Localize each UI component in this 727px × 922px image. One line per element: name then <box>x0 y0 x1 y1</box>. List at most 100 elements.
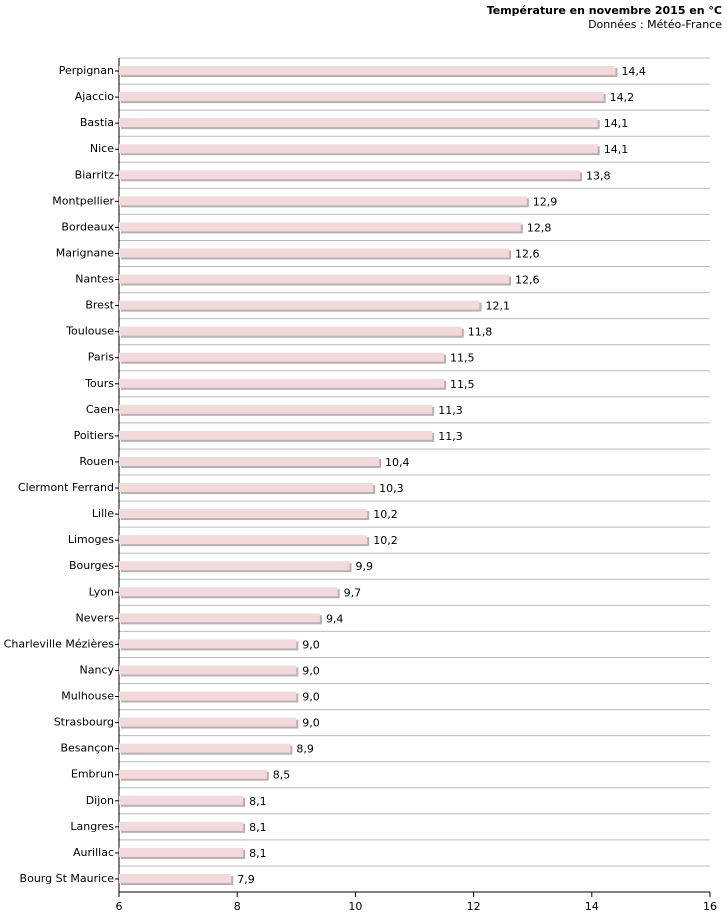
bar <box>119 691 297 701</box>
value-label: 9,0 <box>302 691 320 704</box>
bar <box>119 274 510 284</box>
y-tick-label: Poitiers <box>74 429 115 442</box>
value-label: 7,9 <box>237 873 255 886</box>
value-label: 12,6 <box>515 274 540 287</box>
y-tick-label: Biarritz <box>75 168 115 181</box>
y-tick-label: Nancy <box>80 663 115 676</box>
y-tick-label: Bordeaux <box>61 220 114 233</box>
y-tick-label: Dijon <box>86 794 114 807</box>
bar <box>119 118 598 128</box>
y-tick-label: Toulouse <box>65 325 114 338</box>
value-label: 14,1 <box>604 117 629 130</box>
value-label: 9,4 <box>326 612 344 625</box>
y-tick-label: Rouen <box>79 455 114 468</box>
chart-title: Température en novembre 2015 en °C <box>487 4 722 17</box>
bar <box>119 404 433 414</box>
y-tick-label: Nevers <box>75 611 114 624</box>
value-label: 12,8 <box>527 221 552 234</box>
bar <box>119 561 350 571</box>
value-label: 9,7 <box>344 586 362 599</box>
value-label: 11,5 <box>450 352 475 365</box>
value-label: 11,5 <box>450 378 475 391</box>
bar <box>119 378 445 388</box>
value-label: 14,1 <box>604 143 629 156</box>
value-label: 8,1 <box>249 847 266 860</box>
y-tick-label: Caen <box>86 403 114 416</box>
y-tick-label: Charleville Mézières <box>4 637 115 650</box>
bar <box>119 873 232 883</box>
value-label: 9,0 <box>302 638 320 651</box>
y-tick-label: Limoges <box>68 533 114 546</box>
bar <box>119 613 320 623</box>
value-label: 8,5 <box>273 769 291 782</box>
x-tick-label: 14 <box>585 900 599 913</box>
y-tick-label: Montpellier <box>52 194 114 207</box>
bar <box>119 795 244 805</box>
chart-subtitle: Données : Météo-France <box>588 18 722 31</box>
bar <box>119 743 291 753</box>
value-label: 13,8 <box>586 169 611 182</box>
bar <box>119 248 510 258</box>
y-tick-label: Clermont Ferrand <box>18 481 114 494</box>
y-tick-label: Perpignan <box>59 64 114 77</box>
y-tick-label: Tours <box>84 377 114 390</box>
bar <box>119 769 267 779</box>
value-label: 8,1 <box>249 795 266 808</box>
value-label: 14,2 <box>610 91 635 104</box>
x-tick-label: 6 <box>116 900 123 913</box>
value-label: 10,3 <box>379 482 404 495</box>
y-tick-label: Nice <box>90 142 114 155</box>
x-tick-label: 12 <box>467 900 481 913</box>
bar <box>119 821 244 831</box>
bar <box>119 665 297 675</box>
value-label: 11,3 <box>438 404 463 417</box>
y-tick-label: Lille <box>92 507 114 520</box>
x-tick-label: 10 <box>348 900 362 913</box>
y-tick-label: Aurillac <box>73 846 114 859</box>
y-tick-label: Lyon <box>89 585 114 598</box>
value-label: 14,4 <box>621 65 646 78</box>
x-tick-label: 8 <box>234 900 241 913</box>
value-label: 10,4 <box>385 456 410 469</box>
bar <box>119 222 521 232</box>
value-label: 12,1 <box>486 300 511 313</box>
y-tick-label: Marignane <box>56 246 114 259</box>
value-label: 11,8 <box>468 326 493 339</box>
y-tick-label: Embrun <box>71 768 114 781</box>
bar <box>119 509 368 519</box>
value-label: 8,9 <box>296 743 314 756</box>
bar <box>119 535 368 545</box>
bar <box>119 639 297 649</box>
value-label: 10,2 <box>373 534 398 547</box>
bar <box>119 92 604 102</box>
value-label: 10,2 <box>373 508 398 521</box>
bar <box>119 430 433 440</box>
y-tick-label: Nantes <box>75 273 114 286</box>
value-label: 9,0 <box>302 717 320 730</box>
y-tick-label: Langres <box>70 820 114 833</box>
bar <box>119 483 374 493</box>
value-label: 11,3 <box>438 430 463 443</box>
value-label: 9,0 <box>302 664 320 677</box>
bar <box>119 847 244 857</box>
value-label: 12,9 <box>533 195 558 208</box>
y-tick-label: Besançon <box>60 742 114 755</box>
y-tick-label: Bourges <box>69 559 114 572</box>
bar <box>119 300 480 310</box>
bar <box>119 144 598 154</box>
y-tick-label: Paris <box>88 351 114 364</box>
bar <box>119 326 462 336</box>
bar <box>119 587 338 597</box>
bar <box>119 456 380 466</box>
y-tick-label: Brest <box>85 299 114 312</box>
y-tick-label: Bourg St Maurice <box>20 872 115 885</box>
y-tick-label: Mulhouse <box>61 690 114 703</box>
bar <box>119 352 445 362</box>
bar <box>119 170 580 180</box>
y-tick-label: Bastia <box>80 116 114 129</box>
y-tick-label: Ajaccio <box>75 90 114 103</box>
bar <box>119 66 616 76</box>
bar <box>119 717 297 727</box>
x-tick-label: 16 <box>703 900 717 913</box>
